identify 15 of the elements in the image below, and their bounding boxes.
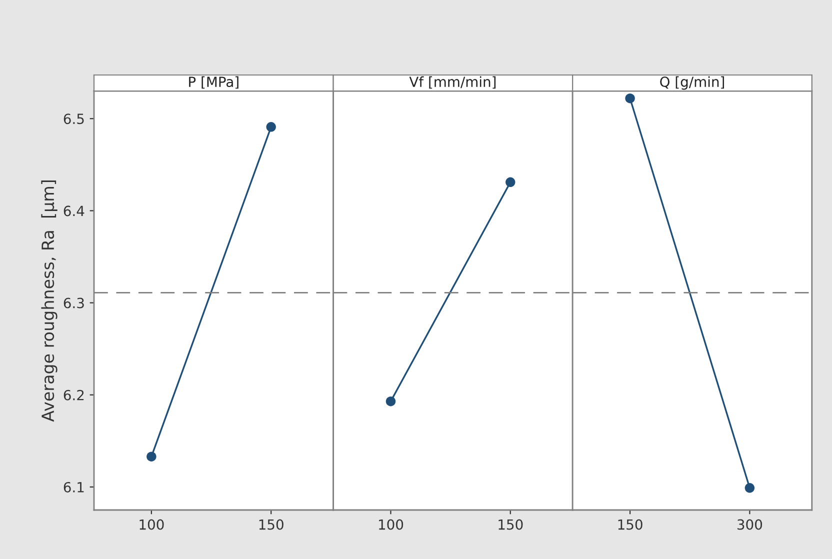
y-tick-label: 6.5 <box>64 114 84 124</box>
y-tick-label: 6.3 <box>64 298 84 308</box>
y-axis-title: Average roughness, Ra [µm] <box>41 180 58 422</box>
chart-title: Vf [mm/min] <box>409 76 496 89</box>
y-tick-label: 6.2 <box>64 390 84 400</box>
x-tick-label: 150 <box>498 519 523 530</box>
x-tick-label: 100 <box>140 519 164 530</box>
x-tick-label: 100 <box>379 519 404 530</box>
y-tick-label: 6.1 <box>64 482 84 492</box>
chart-title: Q [g/min] <box>660 76 724 90</box>
x-tick-label: 300 <box>737 519 762 530</box>
y-tick-label: 6.4 <box>64 206 84 216</box>
chart-title: P [MPa] <box>189 76 238 89</box>
x-tick-label: 150 <box>259 519 284 530</box>
x-tick-label: 150 <box>618 519 642 530</box>
